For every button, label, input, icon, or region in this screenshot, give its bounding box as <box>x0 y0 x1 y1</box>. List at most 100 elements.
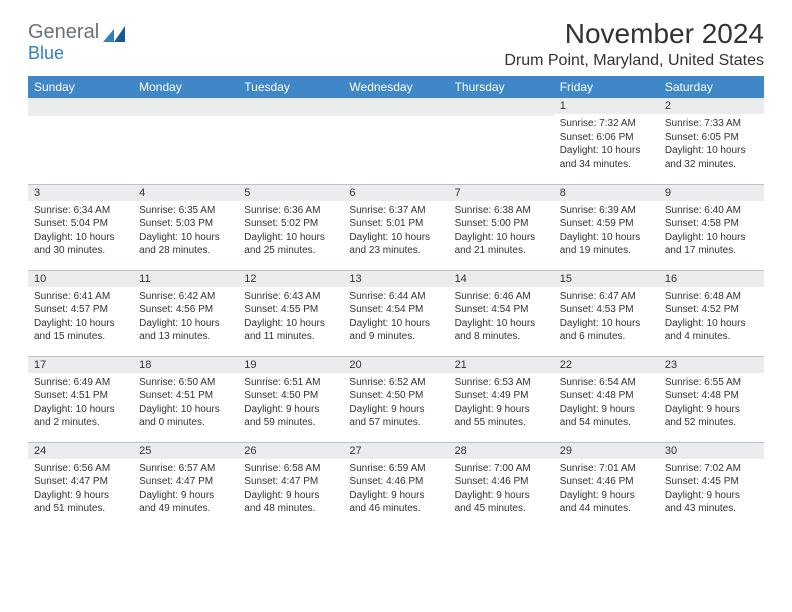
sunset-text: Sunset: 4:51 PM <box>34 389 127 403</box>
day-number: 23 <box>659 357 764 373</box>
sunset-text: Sunset: 4:50 PM <box>244 389 337 403</box>
daylight-text: Daylight: 10 hours and 28 minutes. <box>139 231 232 258</box>
day-number: 15 <box>554 271 659 287</box>
day-details: Sunrise: 7:00 AMSunset: 4:46 PMDaylight:… <box>449 459 554 520</box>
sunrise-text: Sunrise: 7:01 AM <box>560 462 653 476</box>
calendar-day-cell: 15Sunrise: 6:47 AMSunset: 4:53 PMDayligh… <box>554 270 659 356</box>
calendar-week-row: 10Sunrise: 6:41 AMSunset: 4:57 PMDayligh… <box>28 270 764 356</box>
day-number: 1 <box>554 98 659 114</box>
day-number: 21 <box>449 357 554 373</box>
day-details: Sunrise: 6:57 AMSunset: 4:47 PMDaylight:… <box>133 459 238 520</box>
day-details: Sunrise: 7:02 AMSunset: 4:45 PMDaylight:… <box>659 459 764 520</box>
sunrise-text: Sunrise: 7:02 AM <box>665 462 758 476</box>
day-number: 7 <box>449 185 554 201</box>
calendar-day-cell: 26Sunrise: 6:58 AMSunset: 4:47 PMDayligh… <box>238 442 343 528</box>
weekday-header: Thursday <box>449 76 554 98</box>
daylight-text: Daylight: 10 hours and 21 minutes. <box>455 231 548 258</box>
sunset-text: Sunset: 4:50 PM <box>349 389 442 403</box>
calendar-day-cell: 23Sunrise: 6:55 AMSunset: 4:48 PMDayligh… <box>659 356 764 442</box>
sunrise-text: Sunrise: 6:54 AM <box>560 376 653 390</box>
month-title: November 2024 <box>504 18 764 50</box>
weekday-header: Tuesday <box>238 76 343 98</box>
daylight-text: Daylight: 9 hours and 45 minutes. <box>455 489 548 516</box>
daylight-text: Daylight: 10 hours and 25 minutes. <box>244 231 337 258</box>
sunrise-text: Sunrise: 7:00 AM <box>455 462 548 476</box>
logo-text-top: General <box>28 22 99 42</box>
calendar-day-cell: 20Sunrise: 6:52 AMSunset: 4:50 PMDayligh… <box>343 356 448 442</box>
daylight-text: Daylight: 10 hours and 32 minutes. <box>665 144 758 171</box>
day-number: 29 <box>554 443 659 459</box>
sunrise-text: Sunrise: 6:44 AM <box>349 290 442 304</box>
daylight-text: Daylight: 10 hours and 17 minutes. <box>665 231 758 258</box>
day-details: Sunrise: 6:40 AMSunset: 4:58 PMDaylight:… <box>659 201 764 262</box>
daylight-text: Daylight: 9 hours and 55 minutes. <box>455 403 548 430</box>
day-details: Sunrise: 6:59 AMSunset: 4:46 PMDaylight:… <box>343 459 448 520</box>
day-details: Sunrise: 6:36 AMSunset: 5:02 PMDaylight:… <box>238 201 343 262</box>
sunrise-text: Sunrise: 6:55 AM <box>665 376 758 390</box>
title-block: November 2024 Drum Point, Maryland, Unit… <box>504 18 764 70</box>
day-number: 4 <box>133 185 238 201</box>
calendar-day-cell: 28Sunrise: 7:00 AMSunset: 4:46 PMDayligh… <box>449 442 554 528</box>
day-number <box>28 98 133 116</box>
calendar-week-row: 1Sunrise: 7:32 AMSunset: 6:06 PMDaylight… <box>28 98 764 184</box>
daylight-text: Daylight: 9 hours and 44 minutes. <box>560 489 653 516</box>
sunrise-text: Sunrise: 6:51 AM <box>244 376 337 390</box>
day-number: 6 <box>343 185 448 201</box>
sunset-text: Sunset: 4:57 PM <box>34 303 127 317</box>
day-details: Sunrise: 6:43 AMSunset: 4:55 PMDaylight:… <box>238 287 343 348</box>
sunrise-text: Sunrise: 6:52 AM <box>349 376 442 390</box>
sunset-text: Sunset: 5:02 PM <box>244 217 337 231</box>
day-number <box>238 98 343 116</box>
daylight-text: Daylight: 10 hours and 4 minutes. <box>665 317 758 344</box>
day-number: 18 <box>133 357 238 373</box>
day-details: Sunrise: 7:33 AMSunset: 6:05 PMDaylight:… <box>659 114 764 175</box>
day-details: Sunrise: 6:47 AMSunset: 4:53 PMDaylight:… <box>554 287 659 348</box>
day-number: 5 <box>238 185 343 201</box>
sunset-text: Sunset: 4:52 PM <box>665 303 758 317</box>
calendar-day-cell: 17Sunrise: 6:49 AMSunset: 4:51 PMDayligh… <box>28 356 133 442</box>
sunset-text: Sunset: 4:54 PM <box>349 303 442 317</box>
flag-icon <box>103 26 125 42</box>
calendar-day-cell: 11Sunrise: 6:42 AMSunset: 4:56 PMDayligh… <box>133 270 238 356</box>
calendar-day-cell: 24Sunrise: 6:56 AMSunset: 4:47 PMDayligh… <box>28 442 133 528</box>
sunrise-text: Sunrise: 6:38 AM <box>455 204 548 218</box>
calendar-day-cell: 30Sunrise: 7:02 AMSunset: 4:45 PMDayligh… <box>659 442 764 528</box>
day-details: Sunrise: 6:50 AMSunset: 4:51 PMDaylight:… <box>133 373 238 434</box>
calendar-table: Sunday Monday Tuesday Wednesday Thursday… <box>28 76 764 528</box>
page-header: General Blue November 2024 Drum Point, M… <box>28 18 764 70</box>
sunrise-text: Sunrise: 6:36 AM <box>244 204 337 218</box>
sunrise-text: Sunrise: 6:43 AM <box>244 290 337 304</box>
daylight-text: Daylight: 9 hours and 48 minutes. <box>244 489 337 516</box>
calendar-day-cell: 9Sunrise: 6:40 AMSunset: 4:58 PMDaylight… <box>659 184 764 270</box>
location: Drum Point, Maryland, United States <box>504 52 764 70</box>
calendar-day-cell <box>449 98 554 184</box>
day-number: 14 <box>449 271 554 287</box>
day-details: Sunrise: 6:39 AMSunset: 4:59 PMDaylight:… <box>554 201 659 262</box>
day-details: Sunrise: 6:46 AMSunset: 4:54 PMDaylight:… <box>449 287 554 348</box>
sunrise-text: Sunrise: 6:58 AM <box>244 462 337 476</box>
day-number: 22 <box>554 357 659 373</box>
day-details: Sunrise: 7:32 AMSunset: 6:06 PMDaylight:… <box>554 114 659 175</box>
sunrise-text: Sunrise: 6:46 AM <box>455 290 548 304</box>
calendar-page: General Blue November 2024 Drum Point, M… <box>0 0 792 546</box>
sunset-text: Sunset: 4:51 PM <box>139 389 232 403</box>
day-details: Sunrise: 6:53 AMSunset: 4:49 PMDaylight:… <box>449 373 554 434</box>
day-number: 16 <box>659 271 764 287</box>
sunset-text: Sunset: 4:49 PM <box>455 389 548 403</box>
sunrise-text: Sunrise: 6:59 AM <box>349 462 442 476</box>
sunrise-text: Sunrise: 6:35 AM <box>139 204 232 218</box>
sunset-text: Sunset: 4:47 PM <box>244 475 337 489</box>
daylight-text: Daylight: 10 hours and 34 minutes. <box>560 144 653 171</box>
daylight-text: Daylight: 10 hours and 2 minutes. <box>34 403 127 430</box>
calendar-day-cell: 14Sunrise: 6:46 AMSunset: 4:54 PMDayligh… <box>449 270 554 356</box>
daylight-text: Daylight: 9 hours and 49 minutes. <box>139 489 232 516</box>
sunrise-text: Sunrise: 6:47 AM <box>560 290 653 304</box>
day-details: Sunrise: 6:38 AMSunset: 5:00 PMDaylight:… <box>449 201 554 262</box>
day-details: Sunrise: 6:51 AMSunset: 4:50 PMDaylight:… <box>238 373 343 434</box>
calendar-day-cell: 6Sunrise: 6:37 AMSunset: 5:01 PMDaylight… <box>343 184 448 270</box>
calendar-day-cell <box>343 98 448 184</box>
sunrise-text: Sunrise: 6:42 AM <box>139 290 232 304</box>
day-details: Sunrise: 6:56 AMSunset: 4:47 PMDaylight:… <box>28 459 133 520</box>
calendar-day-cell: 25Sunrise: 6:57 AMSunset: 4:47 PMDayligh… <box>133 442 238 528</box>
calendar-day-cell: 29Sunrise: 7:01 AMSunset: 4:46 PMDayligh… <box>554 442 659 528</box>
